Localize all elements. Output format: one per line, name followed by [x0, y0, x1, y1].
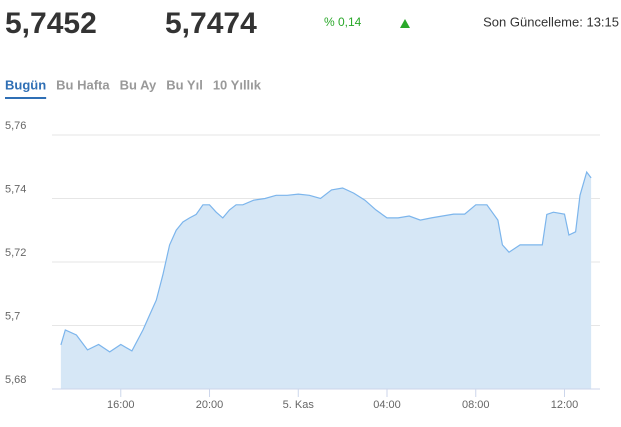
ask-price: 5,7474: [165, 7, 257, 40]
y-tick-label: 5,72: [5, 247, 26, 259]
x-tick-label: 5. Kas: [283, 399, 315, 411]
plot: 5,68 5,7 5,72 5,74 5,76 16:00 20:00 5. Kas 04:00…: [5, 120, 600, 411]
change: % 0,14: [324, 15, 362, 29]
y-tick-label: 5,68: [5, 374, 26, 386]
last-update: Son Güncelleme: 13:15: [483, 14, 619, 29]
tab[interactable]: Bugün: [5, 77, 46, 92]
x-tick-label: 16:00: [107, 399, 135, 411]
area: [60, 172, 592, 389]
tab[interactable]: Bu Ay: [120, 77, 157, 92]
tab[interactable]: Bu Hafta: [56, 77, 110, 92]
tab[interactable]: 10 Yıllık: [213, 77, 262, 92]
up-arrow: [400, 19, 410, 28]
line: [60, 170, 592, 353]
y-tick-label: 5,7: [5, 310, 20, 322]
x-tick-label: 04:00: [373, 399, 401, 411]
tab-underline: [5, 97, 47, 99]
y-tick-label: 5,76: [5, 120, 26, 132]
x-tick-label: 12:00: [551, 399, 579, 411]
x-tick-label: 08:00: [462, 399, 490, 411]
tab[interactable]: Bu Yıl: [166, 77, 203, 92]
x-tick-label: 20:00: [196, 399, 224, 411]
tabs: Bugün Bu Hafta Bu Ay Bu Yıl 10 Yıllık: [5, 77, 262, 99]
y-tick-label: 5,74: [5, 183, 26, 195]
bid-price: 5,7452: [5, 7, 97, 40]
